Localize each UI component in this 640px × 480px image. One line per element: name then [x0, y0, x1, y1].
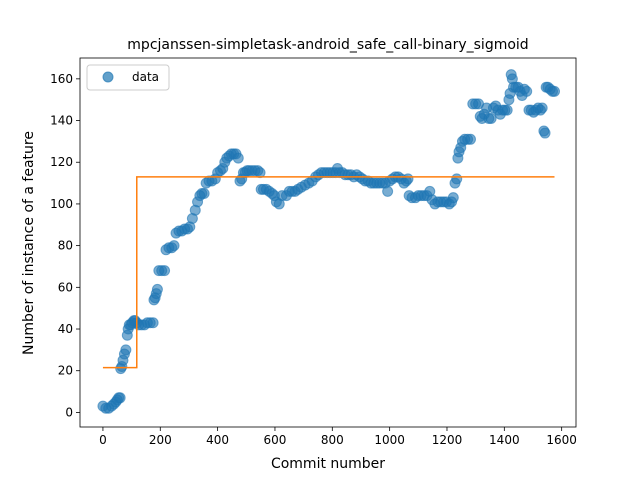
x-tick-label: 200: [149, 433, 172, 447]
axes-frame: [79, 57, 577, 428]
data-point: [501, 104, 513, 116]
x-axis-label: Commit number: [271, 456, 385, 472]
legend: data: [86, 64, 170, 91]
data-point: [536, 102, 548, 114]
y-tick-label: 100: [50, 197, 73, 211]
x-tick-label: 1600: [546, 433, 577, 447]
data-point: [451, 173, 463, 185]
legend-label-data: data: [132, 70, 159, 84]
y-tick-label: 120: [50, 155, 73, 169]
data-point: [114, 392, 126, 404]
y-tick-label: 60: [58, 280, 73, 294]
x-tick-label: 1200: [432, 433, 463, 447]
data-point: [402, 173, 414, 185]
data-point: [151, 283, 163, 295]
plot-area: [97, 69, 560, 414]
x-tick-label: 600: [264, 433, 287, 447]
data-point: [147, 317, 159, 329]
y-tick-label: 140: [50, 114, 73, 128]
chart-title: mpcjanssen-simpletask-android_safe_call-…: [127, 37, 528, 53]
data-point: [254, 167, 266, 179]
data-point: [232, 152, 244, 164]
x-tick-label: 800: [321, 433, 344, 447]
y-axis-label: Number of instance of a feature: [21, 131, 37, 355]
data-point: [447, 192, 459, 204]
data-point: [159, 265, 171, 277]
y-tick-label: 80: [58, 239, 73, 253]
data-point: [521, 85, 533, 97]
data-point: [549, 85, 560, 97]
x-tick-label: 0: [99, 433, 107, 447]
data-point: [382, 185, 394, 197]
legend-box: [86, 64, 170, 91]
axes: 0 200 400 600 800 1000 1200 1400 1600 0 20 40 60 80 10…: [50, 57, 577, 447]
data-point: [198, 188, 210, 200]
y-tick-label: 160: [50, 72, 73, 86]
data-point: [120, 344, 132, 356]
fit-line: [102, 176, 555, 369]
y-tick-label: 0: [65, 405, 73, 419]
data-point: [539, 127, 551, 139]
y-tick-label: 40: [58, 322, 73, 336]
legend-marker-data: [102, 71, 114, 83]
x-tick-label: 400: [206, 433, 229, 447]
data-point: [464, 133, 476, 145]
y-tick-label: 20: [58, 364, 73, 378]
data-point: [485, 112, 497, 124]
x-tick-label: 1400: [489, 433, 520, 447]
y-axis-label-group: Number of instance of a feature: [21, 131, 37, 355]
data-point: [168, 240, 180, 252]
x-tick-label: 1000: [374, 433, 405, 447]
